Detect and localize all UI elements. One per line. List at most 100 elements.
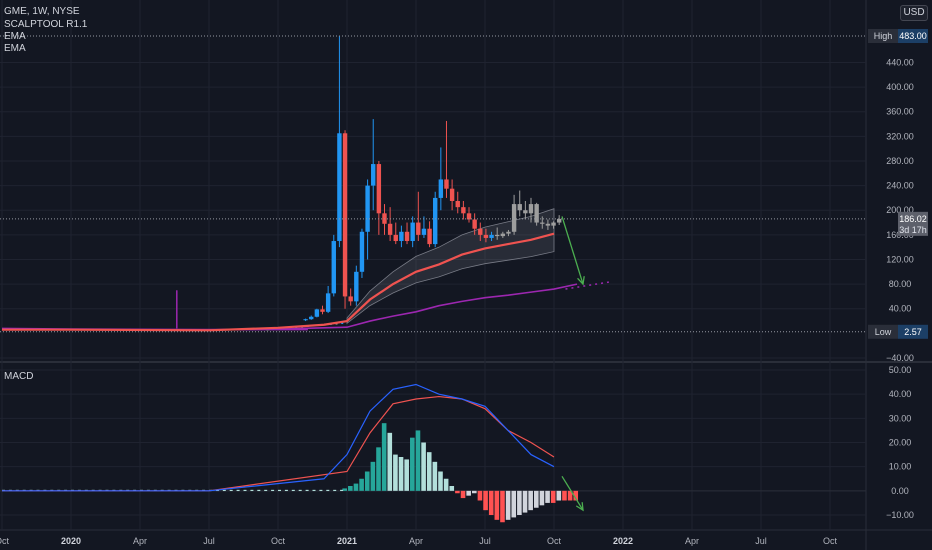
candle-body — [365, 185, 370, 232]
candle-body — [528, 204, 534, 214]
candle-body — [444, 179, 449, 189]
macd-histogram-bar — [483, 490, 488, 511]
candle-body — [540, 222, 545, 224]
candle-body — [472, 219, 477, 229]
candle — [416, 191, 421, 242]
time-tick-label: Oct — [547, 536, 562, 546]
price-tick-label: 40.00 — [889, 304, 912, 314]
macd-histogram-bar — [243, 489, 247, 492]
arrow-shaft — [561, 475, 584, 511]
time-tick-label: Apr — [133, 536, 147, 546]
macd-label[interactable]: MACD — [4, 371, 34, 382]
macd-histogram-bar — [455, 490, 460, 494]
macd-histogram-bar — [438, 471, 443, 491]
macd-histogram-bar — [432, 461, 438, 491]
indicator-ema-label-2[interactable]: EMA — [4, 43, 26, 54]
price-tick-label: −40.00 — [886, 353, 914, 363]
macd-histogram-bar — [364, 471, 370, 491]
macd-histogram-bar — [284, 489, 288, 492]
candle-body — [325, 293, 331, 312]
candle — [455, 191, 460, 214]
currency-badge[interactable]: USD — [900, 5, 928, 21]
candle-body — [551, 222, 556, 226]
scalptool-band — [346, 208, 555, 325]
candle — [472, 213, 477, 235]
candle-body — [517, 204, 522, 211]
candle-body — [523, 210, 528, 214]
candle — [421, 216, 427, 238]
macd-histogram-bar — [472, 490, 477, 494]
macd-histogram-bar — [426, 452, 432, 491]
macd-histogram-bar — [236, 489, 240, 492]
price-tick-label: 400.00 — [886, 82, 914, 92]
candle — [309, 315, 314, 320]
time-tick-label: Jul — [479, 536, 491, 546]
candle-body — [410, 222, 415, 242]
macd-tick-label: 40.00 — [889, 389, 912, 399]
candle-body — [466, 213, 472, 220]
candle-body — [416, 222, 421, 235]
candle-body — [511, 204, 517, 232]
candle-body — [534, 204, 539, 223]
macd-histogram-bar — [505, 490, 511, 520]
price-tick-label: 240.00 — [886, 181, 914, 191]
macd-histogram-bar — [522, 490, 528, 513]
candle — [466, 207, 472, 223]
candle-body — [387, 223, 393, 235]
macd-histogram-bar — [421, 442, 426, 491]
time-tick-label: 2020 — [61, 536, 81, 546]
candle — [320, 305, 325, 315]
candle-body — [314, 309, 320, 317]
price-tick-label: 360.00 — [886, 107, 914, 117]
candle-body — [489, 234, 494, 238]
candle — [354, 265, 359, 306]
candle — [376, 160, 382, 235]
macd-tick-label: 50.00 — [889, 365, 912, 375]
candle — [427, 221, 432, 248]
candle — [404, 222, 410, 245]
candle — [556, 215, 562, 226]
macd-histogram-bar — [477, 490, 483, 501]
candle — [478, 222, 483, 242]
price-plot[interactable] — [1, 36, 612, 332]
candle-body — [376, 164, 382, 214]
candle-body — [494, 234, 500, 237]
low-marker-label: Low — [875, 327, 892, 337]
candle — [303, 318, 308, 322]
small-candle — [341, 322, 344, 325]
symbol-title[interactable]: GME, 1W, NYSE — [4, 6, 80, 17]
candle — [382, 204, 387, 235]
macd-histogram-bar — [257, 489, 261, 492]
indicator-scalptool-label[interactable]: SCALPTOOL R1.1 — [4, 19, 88, 30]
macd-histogram-bar — [573, 490, 579, 501]
macd-histogram-bar — [398, 457, 404, 491]
macd-histogram-bar — [533, 490, 539, 508]
candle-body — [449, 188, 455, 202]
macd-histogram-bar — [333, 489, 337, 492]
arrow-shaft — [561, 216, 584, 285]
candle — [483, 228, 489, 243]
macd-histogram-bar — [370, 461, 376, 491]
low-marker-value-box — [898, 324, 928, 339]
macd-histogram-bar — [466, 490, 471, 496]
price-tick-label: 440.00 — [886, 57, 914, 67]
macd-tick-label: 0.00 — [891, 486, 909, 496]
candle-body — [427, 228, 432, 245]
candle — [500, 231, 506, 238]
candle — [551, 221, 556, 229]
candle — [331, 234, 336, 297]
candle — [517, 190, 522, 217]
macd-histogram-bar — [376, 447, 381, 491]
macd-histogram-bar — [393, 454, 398, 491]
candle-body — [371, 164, 376, 186]
candle — [449, 179, 455, 211]
macd-histogram-bar — [340, 489, 344, 492]
indicator-ema-label-1[interactable]: EMA — [4, 31, 26, 42]
candle-body — [404, 231, 410, 242]
macd-plot[interactable] — [0, 383, 866, 523]
candle — [371, 119, 376, 211]
price-projection-arrow — [561, 216, 585, 286]
candle — [523, 201, 528, 220]
candle — [399, 225, 404, 248]
